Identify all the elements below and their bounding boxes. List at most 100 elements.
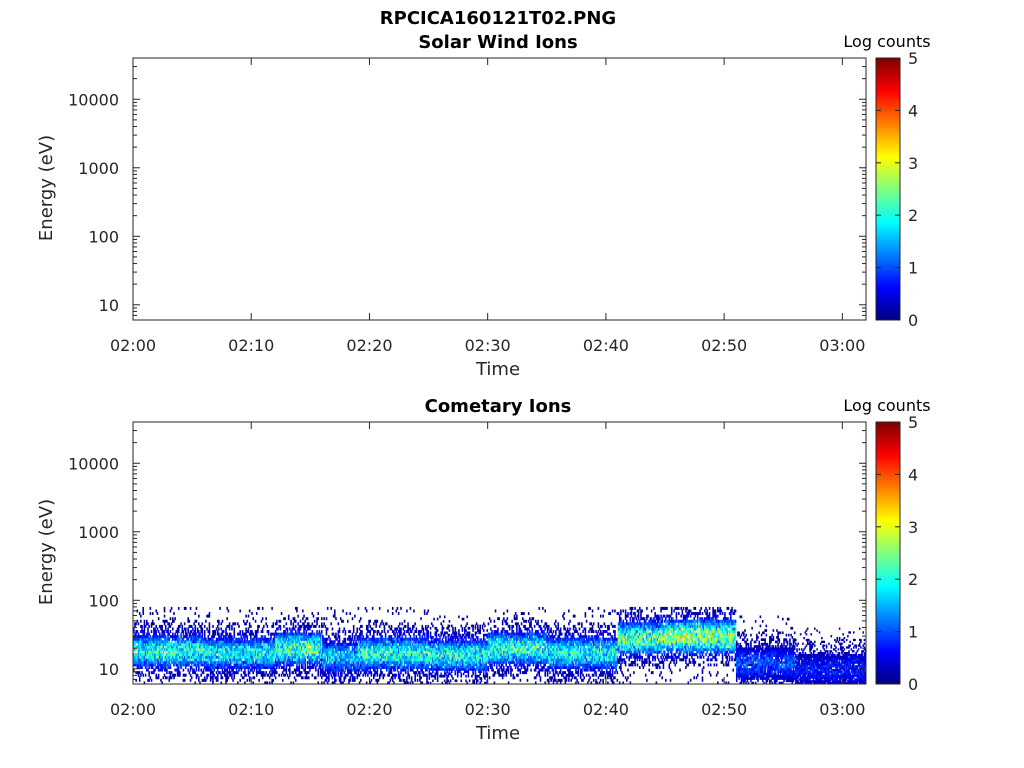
spectrogram-cell [412,653,414,657]
spectrogram-cell [315,658,317,662]
spectrogram-cell [185,606,187,610]
spectrogram-cell [160,660,162,664]
spectrogram-cell [241,650,244,654]
spectrogram-cell [443,654,446,657]
spectrogram-cell [407,655,409,659]
spectrogram-cell [274,676,277,680]
spectrogram-cell [455,679,458,683]
spectrogram-cell [303,622,305,626]
spectrogram-cell [180,655,182,659]
spectrogram-cell [429,642,432,646]
spectrogram-cell [414,630,416,634]
spectrogram-cell [399,645,401,649]
spectrogram-cell [143,632,146,636]
spectrogram-cell [454,645,457,648]
spectrogram-cell [220,658,223,662]
spectrogram-cell [260,663,263,667]
spectrogram-cell [452,629,454,632]
spectrogram-cell [211,668,213,672]
spectrogram-cell [186,632,188,636]
spectrogram-cell [445,636,447,639]
spectrogram-cell [235,648,238,651]
spectrogram-cell [362,640,364,644]
spectrogram-cell [339,671,342,675]
spectrogram-cell [406,655,408,659]
spectrogram-cell [212,678,214,682]
spectrogram-cell [316,619,318,623]
spectrogram-cell [163,619,166,623]
spectrogram-cell [134,632,136,636]
spectrogram-cell [195,645,198,649]
spectrogram-cell [302,617,304,621]
spectrogram-cell [375,663,377,667]
spectrogram-cell [206,655,208,659]
spectrogram-cell [212,663,214,667]
spectrogram-cell [277,642,279,646]
spectrogram-cell [368,645,370,649]
spectrogram-cell [466,665,468,669]
spectrogram-cell [143,622,146,626]
spectrogram-cell [407,622,409,626]
spectrogram-cell [325,617,328,621]
spectrogram-cell [202,663,205,667]
spectrogram-cell [244,666,246,669]
spectrogram-cell [228,666,231,669]
spectrogram-cell [335,632,337,636]
spectrogram-cell [402,673,405,677]
spectrogram-cell [182,642,185,646]
spectrogram-cell [166,640,168,644]
spectrogram-cell [203,640,206,644]
spectrogram-cell [408,653,411,657]
spectrogram-cell [175,653,178,657]
spectrogram-cell [293,668,296,672]
spectrogram-cell [359,640,362,644]
spectrogram-cell [144,663,147,667]
spectrogram-cell [324,624,327,628]
colorbar-band [876,303,900,307]
spectrogram-cell [386,648,388,651]
spectrogram-cell [137,653,140,657]
spectrogram-cell [268,671,271,675]
spectrogram-cell [390,653,393,657]
spectrogram-cell [456,658,459,662]
spectrogram-cell [297,645,299,649]
spectrogram-cell [143,642,146,646]
spectrogram-cell [414,658,416,662]
spectrogram-cell [316,645,318,649]
spectrogram-cell [169,663,172,667]
spectrogram-cell [439,668,441,671]
spectrogram-cell [441,640,444,644]
spectrogram-cell [215,648,218,651]
spectrogram-cell [359,671,362,675]
spectrogram-cell [336,648,338,651]
spectrogram-cell [227,671,230,675]
spectrogram-cell [254,640,257,644]
spectrogram-cell [141,655,143,659]
spectrogram-cell [250,637,252,641]
spectrogram-cell [371,666,374,669]
spectrogram-cell [371,627,374,631]
spectrogram-cell [150,671,153,675]
spectrogram-cell [239,637,241,641]
spectrogram-cell [452,658,454,662]
spectrogram-cell [325,678,328,682]
spectrogram-cell [455,647,458,651]
spectrogram-cell [432,668,434,671]
spectrogram-cell [247,614,250,618]
spectrogram-cell [427,632,429,636]
spectrogram-cell [234,637,237,641]
spectrogram-cell [219,666,221,669]
spectrogram-cell [382,663,385,667]
spectrogram-cell [287,658,290,662]
spectrogram-cell [206,653,208,657]
spectrogram-cell [160,635,162,639]
spectrogram-cell [253,645,256,649]
spectrogram-cell [196,637,199,641]
spectrogram-cell [461,652,464,655]
spectrogram-cell [173,635,175,639]
spectrogram-cell [352,678,355,682]
spectrogram-cell [443,631,446,635]
spectrogram-cell [465,642,467,646]
spectrogram-cell [174,673,176,677]
spectrogram-cell [285,671,288,675]
